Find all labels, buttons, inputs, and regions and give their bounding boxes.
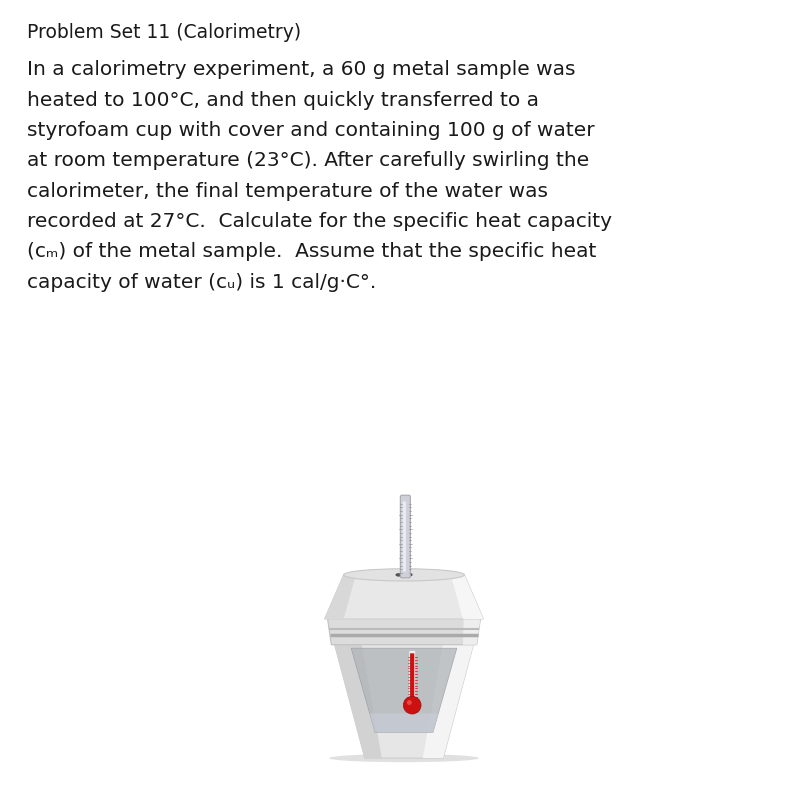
Polygon shape xyxy=(334,643,382,758)
Polygon shape xyxy=(451,575,483,619)
Text: heated to 100°C, and then quickly transferred to a: heated to 100°C, and then quickly transf… xyxy=(27,91,539,109)
Circle shape xyxy=(407,700,412,705)
Polygon shape xyxy=(334,643,474,758)
Circle shape xyxy=(403,696,421,714)
FancyBboxPatch shape xyxy=(402,502,406,572)
Text: capacity of water (cᵤ) is 1 cal/g·C°.: capacity of water (cᵤ) is 1 cal/g·C°. xyxy=(27,272,376,291)
FancyBboxPatch shape xyxy=(409,651,415,705)
Text: Problem Set 11 (Calorimetry): Problem Set 11 (Calorimetry) xyxy=(27,22,301,42)
Polygon shape xyxy=(325,575,483,619)
Text: recorded at 27°C.  Calculate for the specific heat capacity: recorded at 27°C. Calculate for the spec… xyxy=(27,212,612,230)
FancyBboxPatch shape xyxy=(410,654,415,703)
Text: (cₘ) of the metal sample.  Assume that the specific heat: (cₘ) of the metal sample. Assume that th… xyxy=(27,242,596,261)
Polygon shape xyxy=(463,618,481,645)
Polygon shape xyxy=(325,575,356,619)
Ellipse shape xyxy=(396,574,402,577)
Polygon shape xyxy=(327,618,481,645)
Ellipse shape xyxy=(329,754,479,762)
Ellipse shape xyxy=(406,574,412,577)
Text: at room temperature (23°C). After carefully swirling the: at room temperature (23°C). After carefu… xyxy=(27,151,589,170)
Text: calorimeter, the final temperature of the water was: calorimeter, the final temperature of th… xyxy=(27,181,548,201)
Text: In a calorimetry experiment, a 60 g metal sample was: In a calorimetry experiment, a 60 g meta… xyxy=(27,60,575,79)
Polygon shape xyxy=(369,713,439,732)
Polygon shape xyxy=(423,643,474,758)
FancyBboxPatch shape xyxy=(400,495,410,578)
Ellipse shape xyxy=(343,569,465,581)
Polygon shape xyxy=(351,648,457,732)
Text: styrofoam cup with cover and containing 100 g of water: styrofoam cup with cover and containing … xyxy=(27,120,595,140)
